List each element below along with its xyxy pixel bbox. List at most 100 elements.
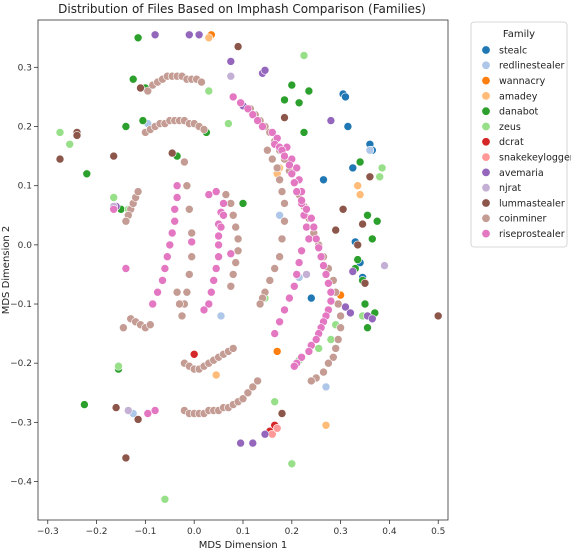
data-point-zeus <box>314 344 324 353</box>
data-point-riseprostealer <box>204 190 214 199</box>
legend-item-snakekeylogger: snakekeylogger <box>481 153 571 164</box>
data-point-coinminer <box>228 344 238 353</box>
series-avemaria <box>111 30 377 448</box>
chart-title: Distribution of Files Based on Imphash C… <box>58 2 426 16</box>
y-tick-label: 0.3 <box>18 63 32 73</box>
data-point-coinminer <box>233 234 243 244</box>
data-point-danabot <box>121 122 131 131</box>
data-point-coinminer <box>277 234 287 244</box>
data-point-riseprostealer <box>275 317 284 327</box>
data-point-coinminer <box>270 264 280 273</box>
data-point-zeus <box>377 163 387 173</box>
legend-item-redlinestealer: redlinestealer <box>481 60 565 72</box>
data-point-riseprostealer <box>211 187 221 196</box>
data-point-riseprostealer <box>226 249 236 258</box>
data-point-danabot <box>294 98 304 108</box>
data-point-avemaria <box>248 438 258 448</box>
data-point-lummastealer <box>353 240 363 250</box>
x-tick-label: 0.2 <box>285 527 299 537</box>
legend-item-lummastealer: lummastealer <box>481 198 565 209</box>
data-point-riseprostealer <box>287 169 297 179</box>
data-point-riseprostealer <box>207 287 216 297</box>
legend-label: dcrat <box>499 137 524 148</box>
data-point-riseprostealer <box>285 293 294 303</box>
data-point-zeus <box>160 494 170 504</box>
data-point-coinminer <box>187 252 196 262</box>
data-point-riseprostealer <box>214 252 223 262</box>
legend-marker <box>481 213 491 223</box>
data-point-coinminer <box>248 382 258 392</box>
data-point-avemaria <box>226 57 236 66</box>
data-point-lummastealer <box>365 172 375 182</box>
data-point-coinminer <box>187 228 196 238</box>
legend-label: danabot <box>499 107 539 118</box>
y-tick-label: 0.1 <box>18 182 32 192</box>
data-point-riseprostealer <box>121 264 131 273</box>
data-point-lummastealer <box>331 225 341 235</box>
data-point-riseprostealer <box>172 193 182 202</box>
data-point-dcrat <box>189 349 199 359</box>
legend-marker <box>481 229 491 239</box>
data-point-riseprostealer <box>297 196 306 205</box>
legend-item-stealc: stealc <box>481 45 527 56</box>
data-point-danabot <box>80 400 89 409</box>
data-point-njrat <box>380 261 389 270</box>
data-point-riseprostealer <box>209 276 218 285</box>
data-point-zeus <box>204 86 214 96</box>
data-point-danabot <box>287 80 297 90</box>
data-point-coinminer <box>336 323 345 333</box>
data-point-avemaria <box>150 30 160 40</box>
x-tick-label: −0.1 <box>134 527 156 537</box>
data-point-lummastealer <box>72 131 82 140</box>
series-snakekeylogger <box>267 423 282 439</box>
data-point-coinminer <box>197 77 206 87</box>
series-lummastealer <box>55 42 443 463</box>
data-point-coinminer <box>333 299 343 309</box>
data-point-riseprostealer <box>297 246 306 256</box>
data-point-coinminer <box>319 367 328 377</box>
data-point-lummastealer <box>360 278 370 288</box>
legend-label: zeus <box>499 122 521 133</box>
legend-label: coinminer <box>499 214 546 225</box>
data-point-coinminer <box>306 376 316 386</box>
legend-marker <box>481 60 491 70</box>
data-point-coinminer <box>121 216 131 226</box>
data-point-danabot <box>372 216 382 226</box>
data-point-riseprostealer <box>321 270 331 279</box>
data-point-coinminer <box>226 281 236 291</box>
data-point-lummastealer <box>55 154 65 164</box>
data-point-coinminer <box>172 287 182 297</box>
data-point-coinminer <box>231 258 240 267</box>
data-point-amadey <box>355 190 365 199</box>
x-tick-label: 0.5 <box>431 527 445 537</box>
x-axis: −0.3 −0.2 −0.1 0.0 0.1 0.2 0.3 0.4 0.5 <box>37 520 445 537</box>
data-point-riseprostealer <box>214 240 223 250</box>
data-point-riseprostealer <box>258 122 267 131</box>
data-point-riseprostealer <box>158 276 167 285</box>
y-axis: −0.4 −0.3 −0.2 −0.1 0.0 0.1 0.2 0.3 <box>10 63 38 488</box>
data-point-danabot <box>280 95 289 105</box>
data-point-riseprostealer <box>304 347 314 356</box>
legend-label: riseprostealer <box>499 229 565 240</box>
data-point-zeus <box>109 193 118 202</box>
data-point-zeus <box>299 51 309 60</box>
x-tick-label: 0.3 <box>333 527 347 537</box>
data-point-coinminer <box>272 163 282 173</box>
data-point-riseprostealer <box>211 264 221 273</box>
data-point-coinminer <box>228 270 238 279</box>
data-point-coinminer <box>275 252 284 262</box>
data-point-redlinestealer <box>365 145 375 155</box>
data-point-riseprostealer <box>219 211 228 220</box>
data-point-riseprostealer <box>280 305 289 315</box>
data-point-riseprostealer <box>280 151 289 161</box>
data-point-zeus <box>55 128 65 137</box>
points-layer <box>55 30 443 504</box>
data-point-lummastealer <box>280 113 289 122</box>
data-point-danabot <box>363 211 372 220</box>
data-point-wannacry <box>272 347 282 356</box>
data-point-riseprostealer <box>228 92 238 102</box>
series-riseprostealer <box>109 92 336 418</box>
data-point-danabot <box>133 33 143 43</box>
data-point-riseprostealer <box>216 222 226 232</box>
data-point-coinminer <box>233 246 243 256</box>
